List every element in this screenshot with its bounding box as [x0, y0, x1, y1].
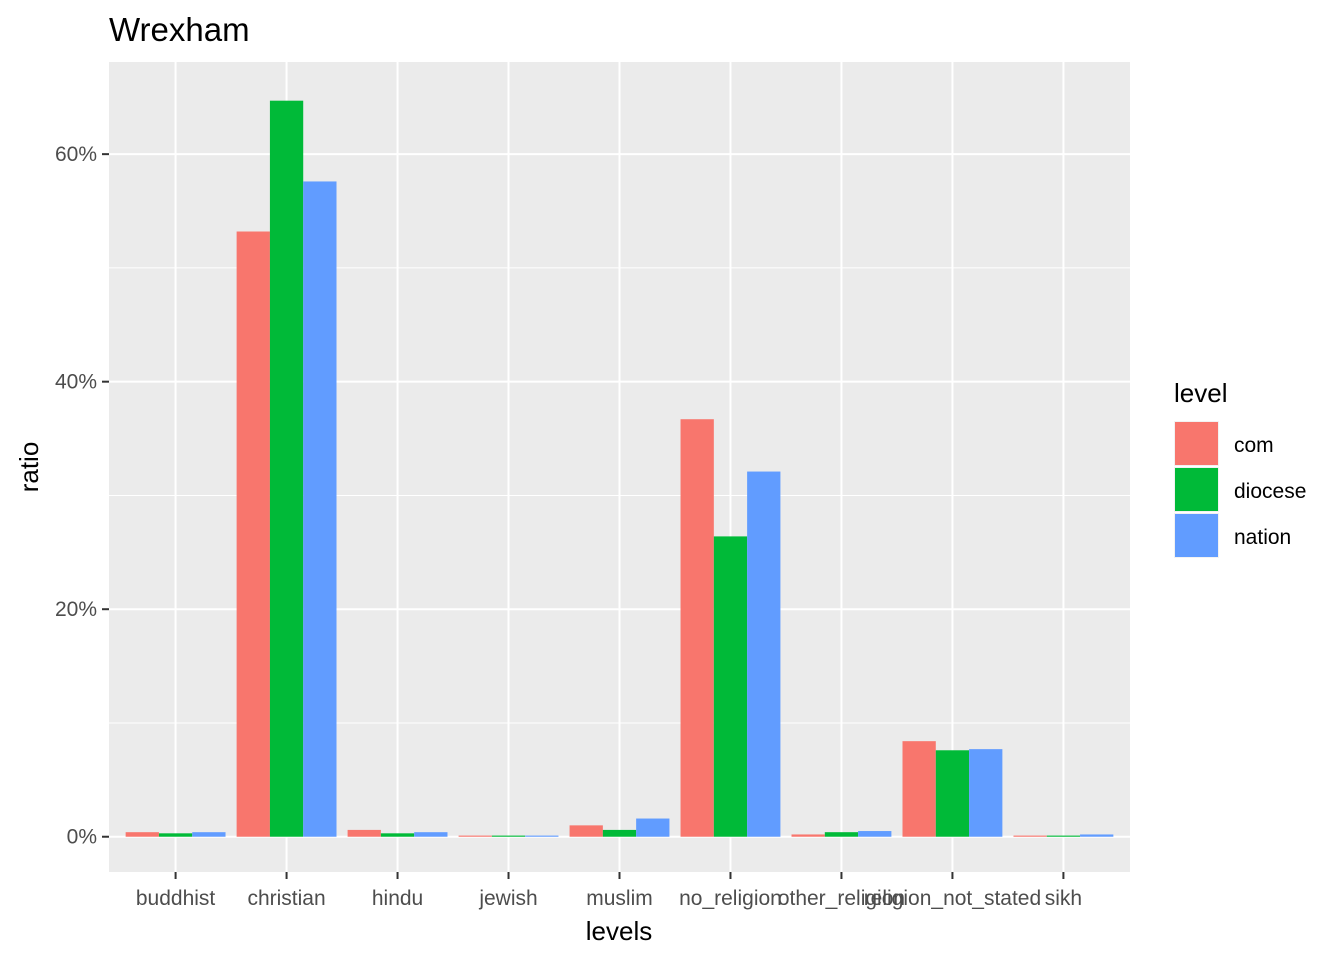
y-axis-title: ratio	[14, 442, 44, 493]
chart-title: Wrexham	[109, 11, 250, 48]
x-tick-label: hindu	[372, 887, 423, 910]
y-tick-label: 40%	[55, 371, 97, 394]
y-axis: 0% 20% 40% 60%	[55, 143, 109, 849]
bar-com-no_religion	[680, 419, 714, 837]
bar-diocese-no_religion	[713, 536, 748, 837]
legend: level com diocese nation	[1174, 378, 1306, 558]
bar-diocese-buddhist	[158, 833, 193, 837]
bar-nation-buddhist	[192, 832, 226, 837]
x-tick-label: sikh	[1045, 887, 1082, 910]
legend-key-diocese	[1175, 468, 1218, 511]
bar-com-religion_not_stated	[902, 741, 936, 837]
legend-title: level	[1174, 378, 1227, 408]
bar-nation-no_religion	[747, 471, 781, 837]
bar-nation-muslim	[636, 818, 670, 837]
bar-nation-other_religion	[858, 831, 892, 837]
bar-diocese-sikh	[1046, 835, 1081, 837]
bars	[125, 100, 1114, 837]
x-tick-label: religion_not_stated	[864, 887, 1041, 910]
bar-com-jewish	[458, 835, 492, 837]
y-tick-label: 60%	[55, 143, 97, 166]
bar-nation-christian	[303, 181, 337, 837]
legend-label-com: com	[1234, 434, 1274, 457]
legend-label-nation: nation	[1234, 526, 1291, 549]
bar-diocese-hindu	[380, 833, 415, 837]
x-tick-label: no_religion	[679, 887, 782, 910]
x-tick-label: muslim	[586, 887, 653, 910]
bar-nation-religion_not_stated	[969, 749, 1003, 837]
bar-diocese-other_religion	[824, 832, 859, 837]
bar-diocese-jewish	[491, 835, 526, 837]
x-axis: buddhist christian hindu jewish muslim no_rel…	[136, 872, 1082, 910]
bar-com-muslim	[569, 825, 603, 837]
legend-key-com	[1175, 422, 1218, 465]
legend-label-diocese: diocese	[1234, 480, 1306, 503]
bar-com-hindu	[347, 829, 381, 837]
bar-nation-sikh	[1080, 834, 1114, 837]
bar-diocese-religion_not_stated	[935, 750, 970, 837]
bar-com-sikh	[1013, 835, 1047, 837]
bar-nation-jewish	[525, 835, 559, 837]
x-tick-label: buddhist	[136, 887, 216, 910]
y-tick-label: 20%	[55, 598, 97, 621]
legend-key-nation	[1175, 514, 1218, 557]
bar-com-buddhist	[125, 832, 159, 837]
x-axis-title: levels	[586, 916, 652, 946]
bar-nation-hindu	[414, 832, 448, 837]
bar-com-christian	[236, 231, 270, 837]
bar-diocese-muslim	[602, 829, 637, 837]
bar-com-other_religion	[791, 834, 825, 837]
x-tick-label: christian	[247, 887, 325, 910]
x-tick-label: other_religion	[778, 887, 905, 910]
y-tick-label: 0%	[67, 826, 97, 849]
x-tick-label: jewish	[478, 887, 537, 910]
bar-diocese-christian	[269, 100, 304, 837]
